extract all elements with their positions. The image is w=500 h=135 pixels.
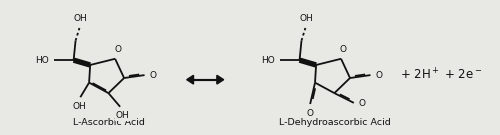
Text: O: O <box>306 109 314 118</box>
Text: OH: OH <box>116 111 130 120</box>
Text: O: O <box>150 71 156 80</box>
Text: HO: HO <box>35 56 49 65</box>
Polygon shape <box>186 75 194 84</box>
Text: L-Dehydroascorbic Acid: L-Dehydroascorbic Acid <box>279 118 390 127</box>
Text: O: O <box>114 45 121 54</box>
Text: L-Ascorbic Acid: L-Ascorbic Acid <box>73 118 144 127</box>
Text: OH: OH <box>72 102 86 111</box>
Text: HO: HO <box>261 56 274 65</box>
Text: OH: OH <box>300 14 313 23</box>
Text: OH: OH <box>74 14 88 23</box>
Text: O: O <box>376 71 382 80</box>
Text: + 2H$^+$ + 2e$^-$: + 2H$^+$ + 2e$^-$ <box>400 67 482 82</box>
Polygon shape <box>217 75 224 84</box>
Text: O: O <box>358 99 366 108</box>
Text: O: O <box>340 45 347 54</box>
